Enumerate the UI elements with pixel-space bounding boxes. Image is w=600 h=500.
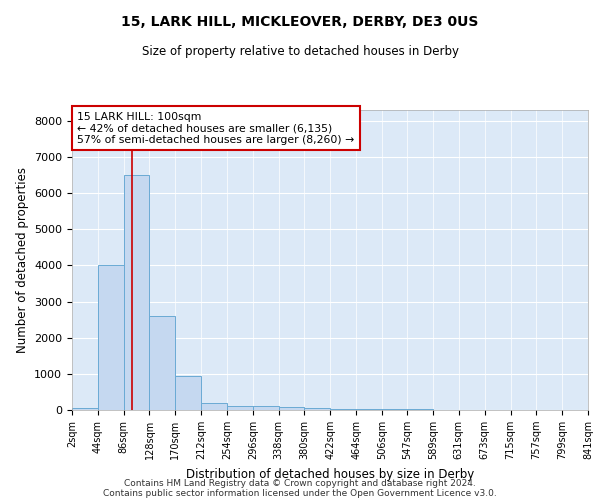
Bar (175, 376, 201, 410)
Bar (278, 408, 304, 410)
Bar (124, 175, 149, 410)
Bar (149, 316, 175, 410)
Bar (72, 408, 98, 410)
X-axis label: Distribution of detached houses by size in Derby: Distribution of detached houses by size … (186, 468, 474, 480)
Bar (98, 266, 124, 410)
Y-axis label: Number of detached properties: Number of detached properties (16, 167, 29, 353)
Text: Contains HM Land Registry data © Crown copyright and database right 2024.: Contains HM Land Registry data © Crown c… (124, 478, 476, 488)
Bar (356, 409, 382, 410)
Bar (201, 403, 227, 410)
Text: Size of property relative to detached houses in Derby: Size of property relative to detached ho… (142, 45, 458, 58)
Bar (331, 408, 356, 410)
Bar (304, 408, 331, 410)
Text: Contains public sector information licensed under the Open Government Licence v3: Contains public sector information licen… (103, 488, 497, 498)
Text: 15, LARK HILL, MICKLEOVER, DERBY, DE3 0US: 15, LARK HILL, MICKLEOVER, DERBY, DE3 0U… (121, 15, 479, 29)
Text: 15 LARK HILL: 100sqm
← 42% of detached houses are smaller (6,135)
57% of semi-de: 15 LARK HILL: 100sqm ← 42% of detached h… (77, 112, 355, 144)
Bar (227, 406, 253, 410)
Bar (253, 406, 278, 410)
